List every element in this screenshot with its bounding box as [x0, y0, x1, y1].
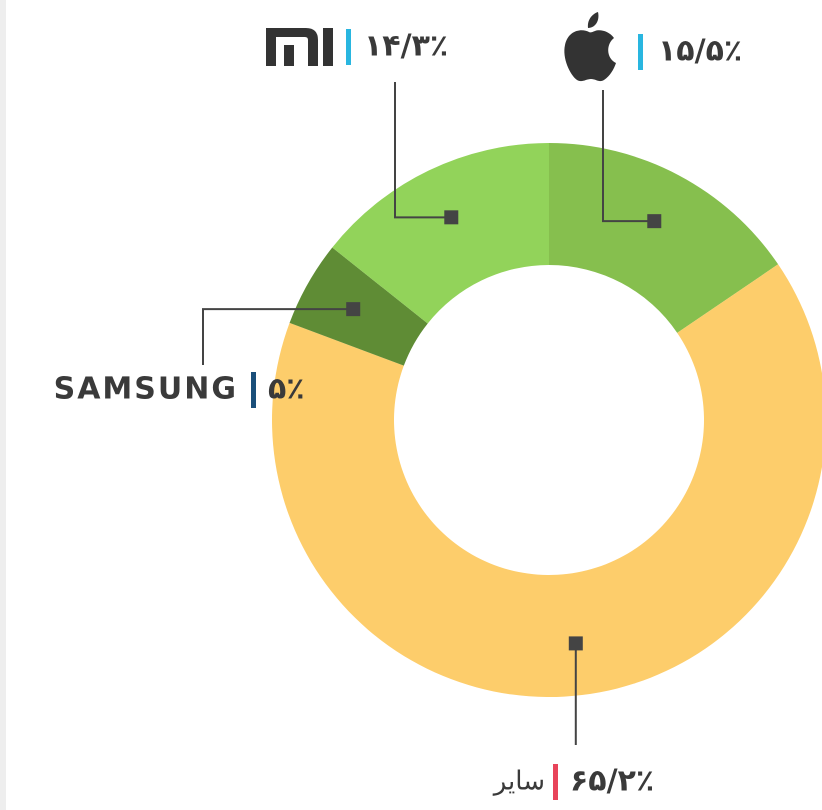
apple-logo	[564, 12, 616, 82]
value-label: ۱۴/۳٪	[364, 29, 448, 64]
value-label: ۶۵/۲٪	[570, 764, 654, 799]
label-accent	[346, 29, 351, 65]
label-accent	[251, 372, 256, 408]
slice	[549, 143, 779, 333]
leader-marker	[346, 302, 361, 317]
leader-line	[602, 90, 655, 223]
category-label: SAMSUNG	[54, 372, 238, 407]
leader-marker	[647, 214, 662, 229]
page-edge	[0, 0, 6, 810]
xiaomi-logo	[266, 28, 333, 66]
value-label: ۱۵/۵٪	[658, 34, 742, 69]
slice	[332, 143, 549, 324]
leader-line	[394, 82, 452, 219]
leader-marker	[444, 210, 459, 225]
label-accent	[553, 764, 558, 800]
leader-marker	[568, 636, 583, 651]
label-accent	[638, 34, 643, 70]
category-label: سایر	[492, 767, 545, 797]
leader-line	[202, 308, 354, 365]
slice	[272, 264, 822, 697]
value-label: ۵٪	[268, 372, 305, 407]
